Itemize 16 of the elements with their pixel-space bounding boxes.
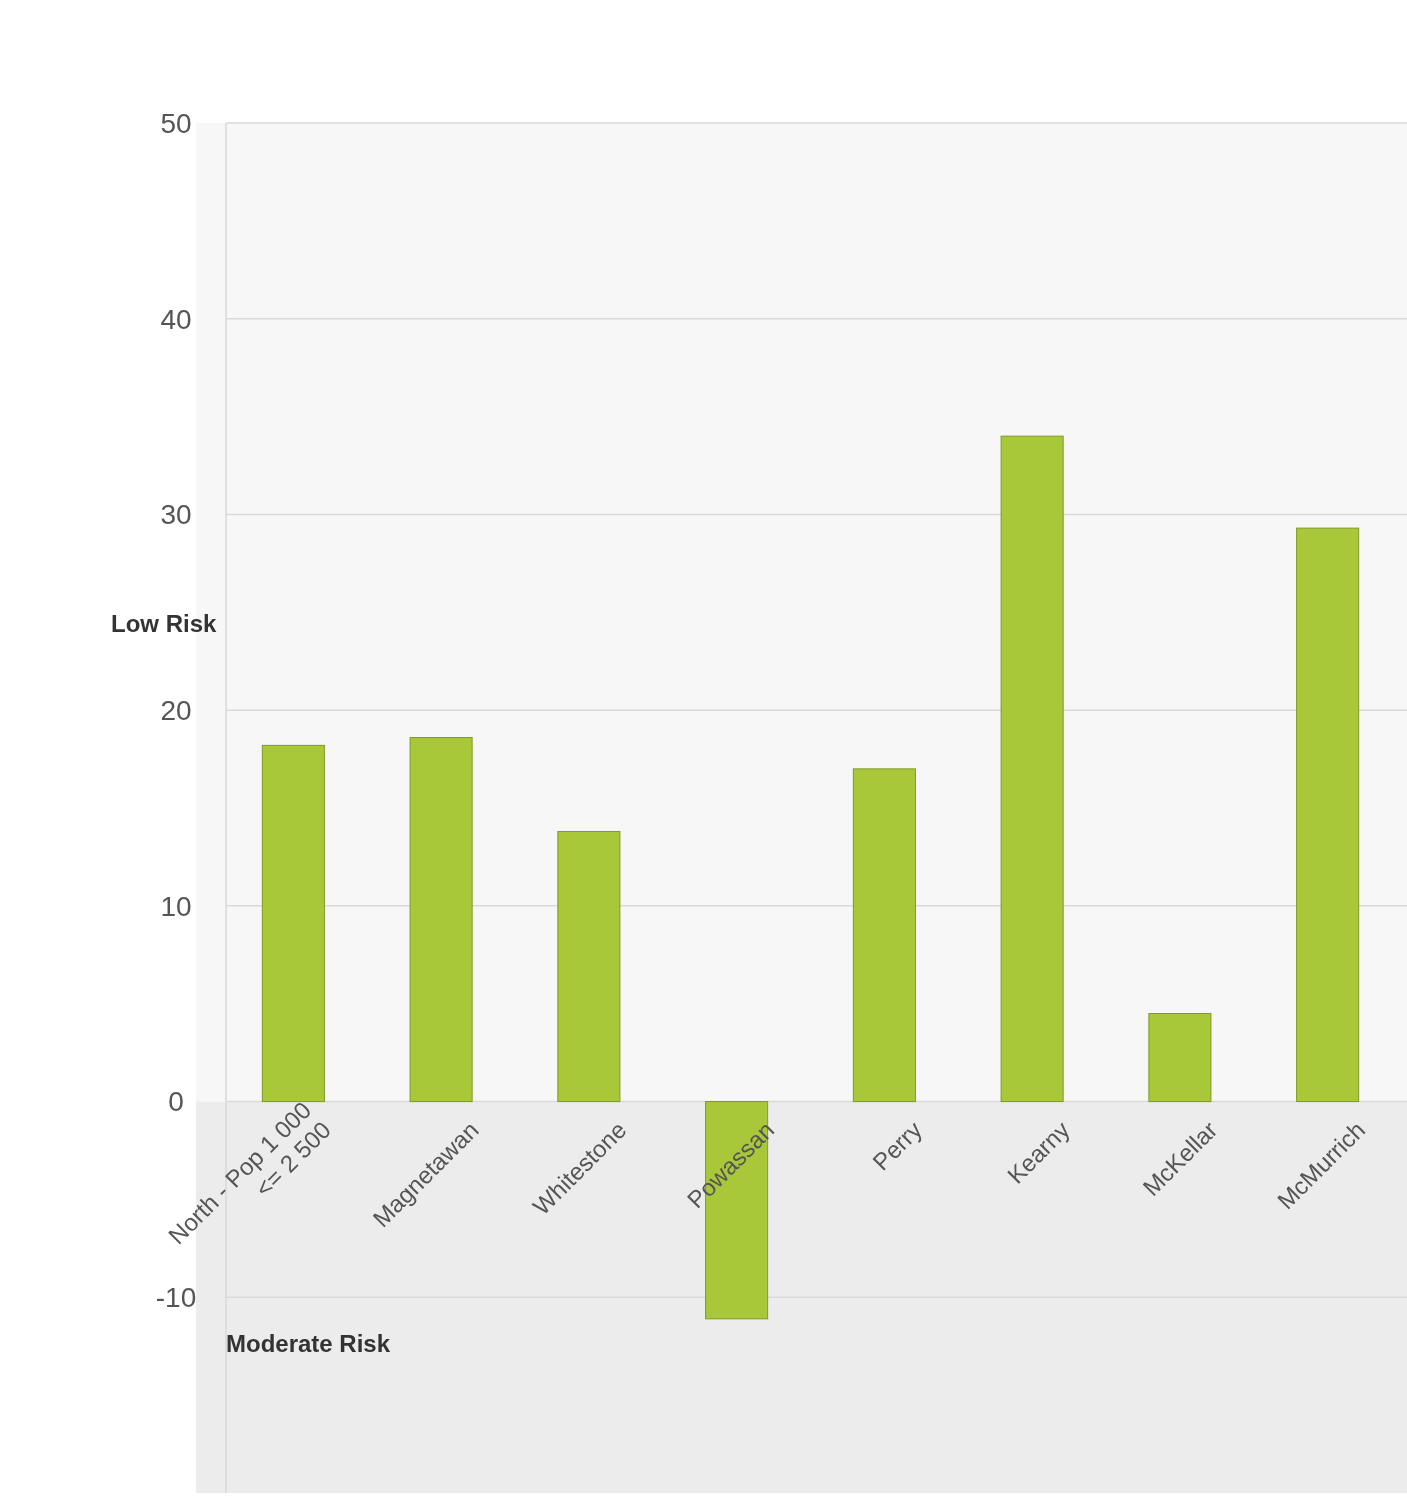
y-tick-label: 50 <box>160 107 192 139</box>
bar <box>1296 527 1360 1103</box>
y-tick-label: 30 <box>160 499 192 531</box>
bar <box>557 830 621 1103</box>
y-tick-label: 0 <box>168 1086 184 1118</box>
bar <box>1000 435 1064 1103</box>
bar <box>261 744 325 1103</box>
y-tick-label: 10 <box>160 890 192 922</box>
y-tick-label: 40 <box>160 303 192 335</box>
band-label: Low Risk <box>111 609 217 637</box>
y-tick-label: 20 <box>160 694 192 726</box>
bar <box>852 768 916 1103</box>
y-tick-label: -10 <box>155 1282 197 1314</box>
bar <box>409 737 473 1103</box>
band-label: Moderate Risk <box>226 1330 391 1358</box>
bar <box>1148 1013 1212 1103</box>
